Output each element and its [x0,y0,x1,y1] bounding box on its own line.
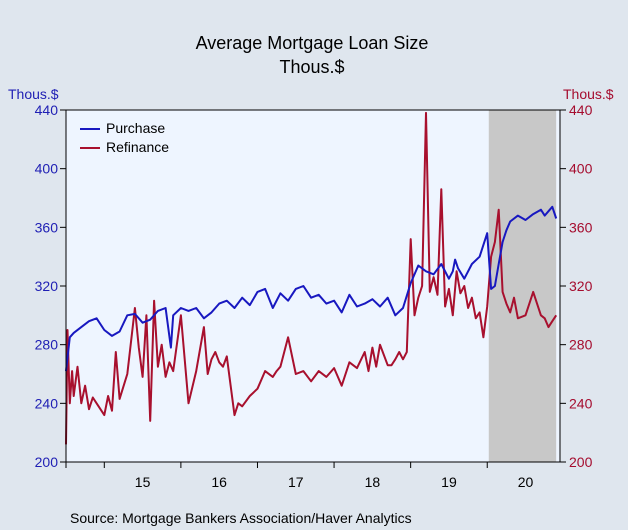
left-axis-unit-label: Thous.$ [8,86,59,102]
x-tick-label: 16 [211,474,227,490]
right-tick-label: 400 [569,161,593,177]
right-tick-label: 440 [569,102,593,118]
left-tick-label: 240 [35,395,59,411]
chart-subtitle: Thous.$ [279,57,344,77]
series-line-purchase [65,205,558,372]
left-tick-label: 360 [35,219,59,235]
right-tick-label: 240 [569,395,593,411]
plot-area [66,110,560,462]
right-tick-label: 360 [569,219,593,235]
right-tick-label: 280 [569,337,593,353]
left-tick-label: 200 [35,454,59,470]
x-tick-label: 15 [135,474,151,490]
left-tick-label: 400 [35,161,59,177]
right-tick-label: 200 [569,454,593,470]
right-tick-label: 320 [569,278,593,294]
x-tick-label: 18 [365,474,381,490]
x-axis: 15 16 17 18 19 20 [65,462,534,490]
x-tick-label: 17 [288,474,304,490]
right-axis-unit-label: Thous.$ [563,86,614,102]
x-tick-label: 19 [441,474,457,490]
source-note: Source: Mortgage Bankers Association/Hav… [70,510,412,526]
legend-label-purchase: Purchase [106,120,165,136]
left-tick-label: 280 [35,337,59,353]
legend-label-refinance: Refinance [106,139,169,155]
legend: Purchase Refinance [80,120,169,155]
left-axis: 440 400 360 320 280 240 200 [35,102,66,470]
shaded-region [488,110,557,462]
marks-layer [65,111,558,445]
chart-title: Average Mortgage Loan Size [196,33,429,53]
left-tick-label: 440 [35,102,59,118]
right-axis: 440 400 360 320 280 240 200 [560,102,593,470]
left-tick-label: 320 [35,278,59,294]
x-tick-label: 20 [518,474,534,490]
